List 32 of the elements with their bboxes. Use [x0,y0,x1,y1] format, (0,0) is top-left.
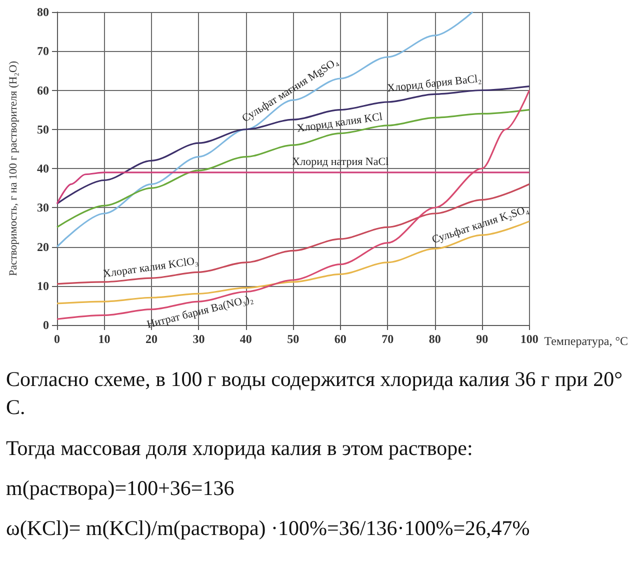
x-tick-label: 20 [145,332,158,346]
x-tick-label: 50 [287,332,300,346]
line-series [56,183,530,285]
y-tick-label: 30 [37,200,49,215]
text: Хлорид бария BaCl₂ [386,72,482,95]
y-tick-label: 80 [37,5,49,19]
text: Нитрат бария Ba(NO₃)₂ [146,292,255,331]
x-tick-label: 10 [98,332,110,346]
y-tick-label: 10 [37,278,49,293]
y-tick-label: 40 [37,162,49,176]
x-axis-title: Температура, °C [544,334,628,348]
text: Хлорат калия KClO₃ [102,254,200,280]
x-tick-label: 90 [476,332,488,346]
x-tick-label: 60 [334,332,346,346]
text: Хлорид калия KCl [296,110,384,135]
x-tick-label: 40 [240,332,252,346]
text: Тогда массовая доля хлорида калия в этом растворе: [6,434,474,462]
x-tick-label: 100 [520,332,538,346]
y-tick-label: 60 [37,83,49,98]
y-tick-label: 0 [43,318,49,332]
x-tick-label: 30 [192,332,205,346]
y-tick-label: 20 [37,240,49,254]
text: m(раствора)=100+36=136 [6,475,236,502]
y-tick-label: 70 [37,44,49,58]
x-tick-label: 70 [382,332,394,346]
text: Сульфат калия K₂SO₄ [430,203,530,246]
x-tick-label: 0 [54,332,60,346]
text: Согласно схеме, в 100 г воды содержится хлорида калия 36 г при 20° C. [6,366,624,422]
x-tick-label: 80 [428,332,441,346]
y-axis-title: Растворимость, г на 100 г растворителя (H₂O) [8,60,20,276]
y-tick-label: 50 [37,122,49,136]
text: ω(KCl)= m(KCl)/m(раствора) ·100%=36/136·100%=26,47% [6,515,531,542]
